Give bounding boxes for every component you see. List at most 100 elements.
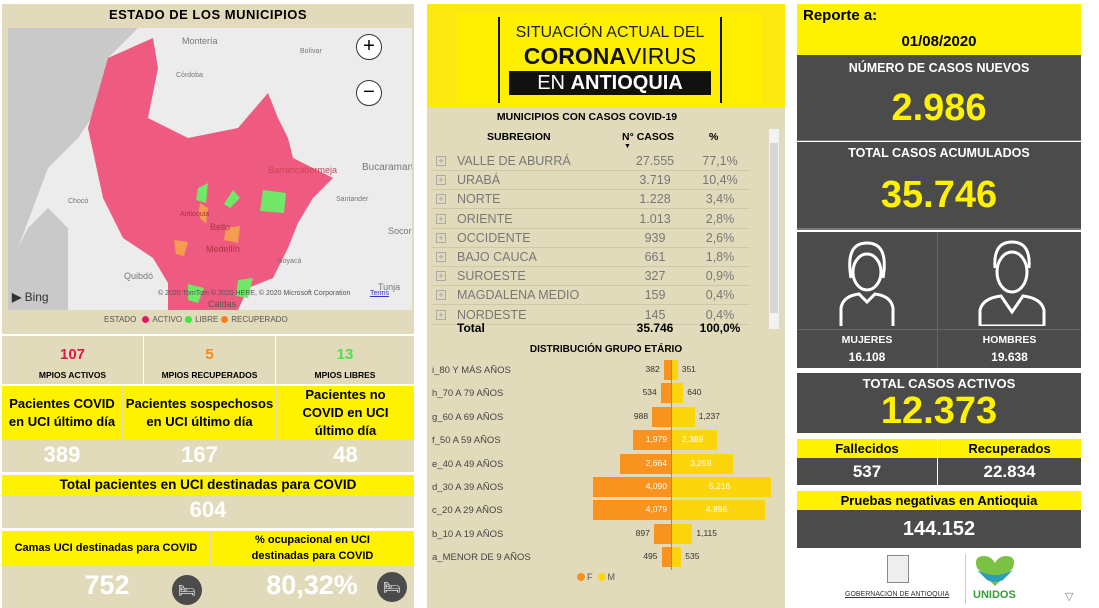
bar-f[interactable]	[653, 523, 671, 544]
bar-f[interactable]	[660, 383, 671, 404]
pct-value: 2,8%	[705, 211, 735, 226]
value-label-f: 1,979	[645, 434, 667, 445]
expand-icon[interactable]: +	[436, 290, 446, 301]
hombres-value: 19.638	[991, 350, 1028, 364]
subregion-name: NORTE	[457, 192, 501, 207]
subregion-name: BAJO CAUCA	[457, 250, 537, 264]
header-corona: CORONA	[523, 43, 626, 69]
terms-link[interactable]: Terms	[370, 290, 390, 297]
table-row[interactable]: + URABÁ 3.719 10,4%	[432, 171, 750, 191]
unidos-heart-logo	[975, 556, 1015, 586]
zoom-out-button[interactable]: −	[356, 80, 382, 106]
expand-icon[interactable]: +	[436, 194, 446, 205]
table-row[interactable]: + SUROESTE 327 0,9%	[432, 267, 750, 287]
bar-f[interactable]	[663, 360, 671, 380]
total-uci-label: Total pacientes en UCI destinadas para C…	[2, 475, 414, 495]
bar-m[interactable]	[671, 547, 682, 568]
divider	[2, 334, 414, 336]
legend-item: ACTIVO	[152, 315, 183, 324]
genero-box: MUJERES 16.108 HOMBRES 19.638	[797, 232, 1081, 368]
bar-f[interactable]	[652, 406, 671, 427]
table-row[interactable]: + MAGDALENA MEDIO 159 0,4%	[432, 286, 750, 306]
fallecidos-value: 537	[797, 458, 937, 485]
category-label: a_MENOR DE 9 AÑOS	[432, 552, 531, 564]
expand-icon[interactable]: +	[436, 309, 446, 320]
table-row[interactable]: + ORIENTE 1.013 2,8%	[432, 210, 750, 229]
table-scrollbar[interactable]	[769, 129, 779, 329]
header-bar-right	[720, 17, 722, 103]
table-row[interactable]: + NORDESTE 145 0,4%	[432, 306, 750, 325]
pct-value: 77,1%	[702, 154, 738, 168]
category-label: e_40 A 49 AÑOS	[432, 458, 504, 470]
bing-text: Bing	[24, 290, 49, 304]
chart-title: DISTRIBUCIÓN GRUPO ETÁRIO	[529, 344, 683, 355]
bar-m[interactable]	[671, 500, 765, 521]
subregion-name: ORIENTE	[457, 211, 513, 226]
bar-f[interactable]	[592, 500, 671, 521]
scrollbar-thumb[interactable]	[770, 143, 778, 313]
col-subregion[interactable]: SUBREGION	[487, 131, 551, 143]
header-line3: EN ANTIOQUIA	[509, 71, 711, 95]
col-pct[interactable]: %	[709, 131, 719, 143]
camas-label: Camas UCI destinadas para COVID	[2, 531, 210, 565]
bar-f[interactable]	[633, 430, 671, 451]
bar-m[interactable]	[671, 523, 693, 544]
value-label-f: 897	[635, 527, 650, 538]
bar-m[interactable]	[671, 453, 734, 474]
filter-icon[interactable]: ▽	[1065, 591, 1074, 603]
libre-dot-icon	[185, 316, 193, 323]
expand-icon[interactable]: +	[436, 232, 446, 243]
bar-m[interactable]	[671, 477, 771, 497]
table-row[interactable]: + VALLE DE ABURRÁ 27.555 77,1%	[432, 152, 750, 171]
mpios-activos: 107 MPIOS ACTIVOS	[2, 336, 144, 384]
zoom-in-button[interactable]: +	[356, 34, 382, 60]
mpios-libres: 13 MPIOS LIBRES	[276, 336, 414, 384]
map-sea	[8, 28, 138, 268]
subregion-name: NORDESTE	[457, 307, 527, 322]
map-label: Bello	[210, 222, 231, 232]
recuperados-label: Recuperados	[938, 439, 1081, 458]
pruebas-value: 144.152	[797, 510, 1081, 548]
bar-m[interactable]	[671, 430, 717, 451]
header-en: EN	[537, 72, 571, 94]
expand-icon[interactable]: +	[436, 271, 446, 282]
col-casos[interactable]: N° CASOS	[622, 131, 675, 143]
table-row[interactable]: + OCCIDENTE 939 2,6%	[432, 229, 750, 248]
expand-icon[interactable]: +	[436, 175, 446, 186]
table-row[interactable]: + NORTE 1.228 3,4%	[432, 190, 750, 210]
total-label: Total	[457, 321, 485, 335]
map-label: Caldas	[208, 299, 237, 309]
mujeres-value: 16.108	[848, 350, 886, 364]
casos-value: 145	[644, 307, 666, 322]
map-label: Chocó	[68, 198, 89, 205]
map-label: Barrancabermeja	[268, 165, 338, 175]
subregion-name: MAGDALENA MEDIO	[457, 288, 580, 303]
bar-m[interactable]	[671, 406, 695, 427]
sort-desc-icon[interactable]: ▼	[624, 143, 631, 150]
mpios-recuperados-value: 5	[205, 346, 214, 363]
value-label-m: 3,259	[690, 457, 712, 468]
bar-m[interactable]	[671, 383, 684, 404]
divider	[965, 554, 966, 604]
table-row[interactable]: + BAJO CAUCA 661 1,8%	[432, 248, 750, 267]
total-casos: 35.746	[636, 321, 674, 335]
bar-m[interactable]	[671, 360, 678, 380]
category-label: i_80 Y MÁS AÑOS	[432, 365, 511, 376]
mpios-recuperados: 5 MPIOS RECUPERADOS	[144, 336, 276, 384]
bar-f[interactable]	[592, 477, 671, 497]
libre-area	[236, 278, 253, 298]
activos-value: 12.373	[880, 390, 998, 432]
chart-legend: F M	[577, 572, 615, 582]
expand-icon[interactable]: +	[436, 156, 446, 166]
expand-icon[interactable]: +	[436, 213, 446, 224]
uci-sospechosos-label: Pacientes sospechosos en UCI último día	[123, 386, 276, 440]
map-label: Montería	[182, 36, 218, 46]
map[interactable]: Montería Bolívar Córdoba Barrancabermeja…	[8, 28, 412, 310]
category-label: d_30 A 39 AÑOS	[432, 482, 504, 493]
bar-f[interactable]	[661, 547, 671, 568]
map-label: Tunja	[378, 282, 401, 292]
bar-f[interactable]	[619, 453, 671, 474]
hombres-label: HOMBRES	[982, 334, 1037, 346]
expand-icon[interactable]: +	[436, 252, 446, 262]
pct-value: 0,4%	[705, 288, 735, 303]
